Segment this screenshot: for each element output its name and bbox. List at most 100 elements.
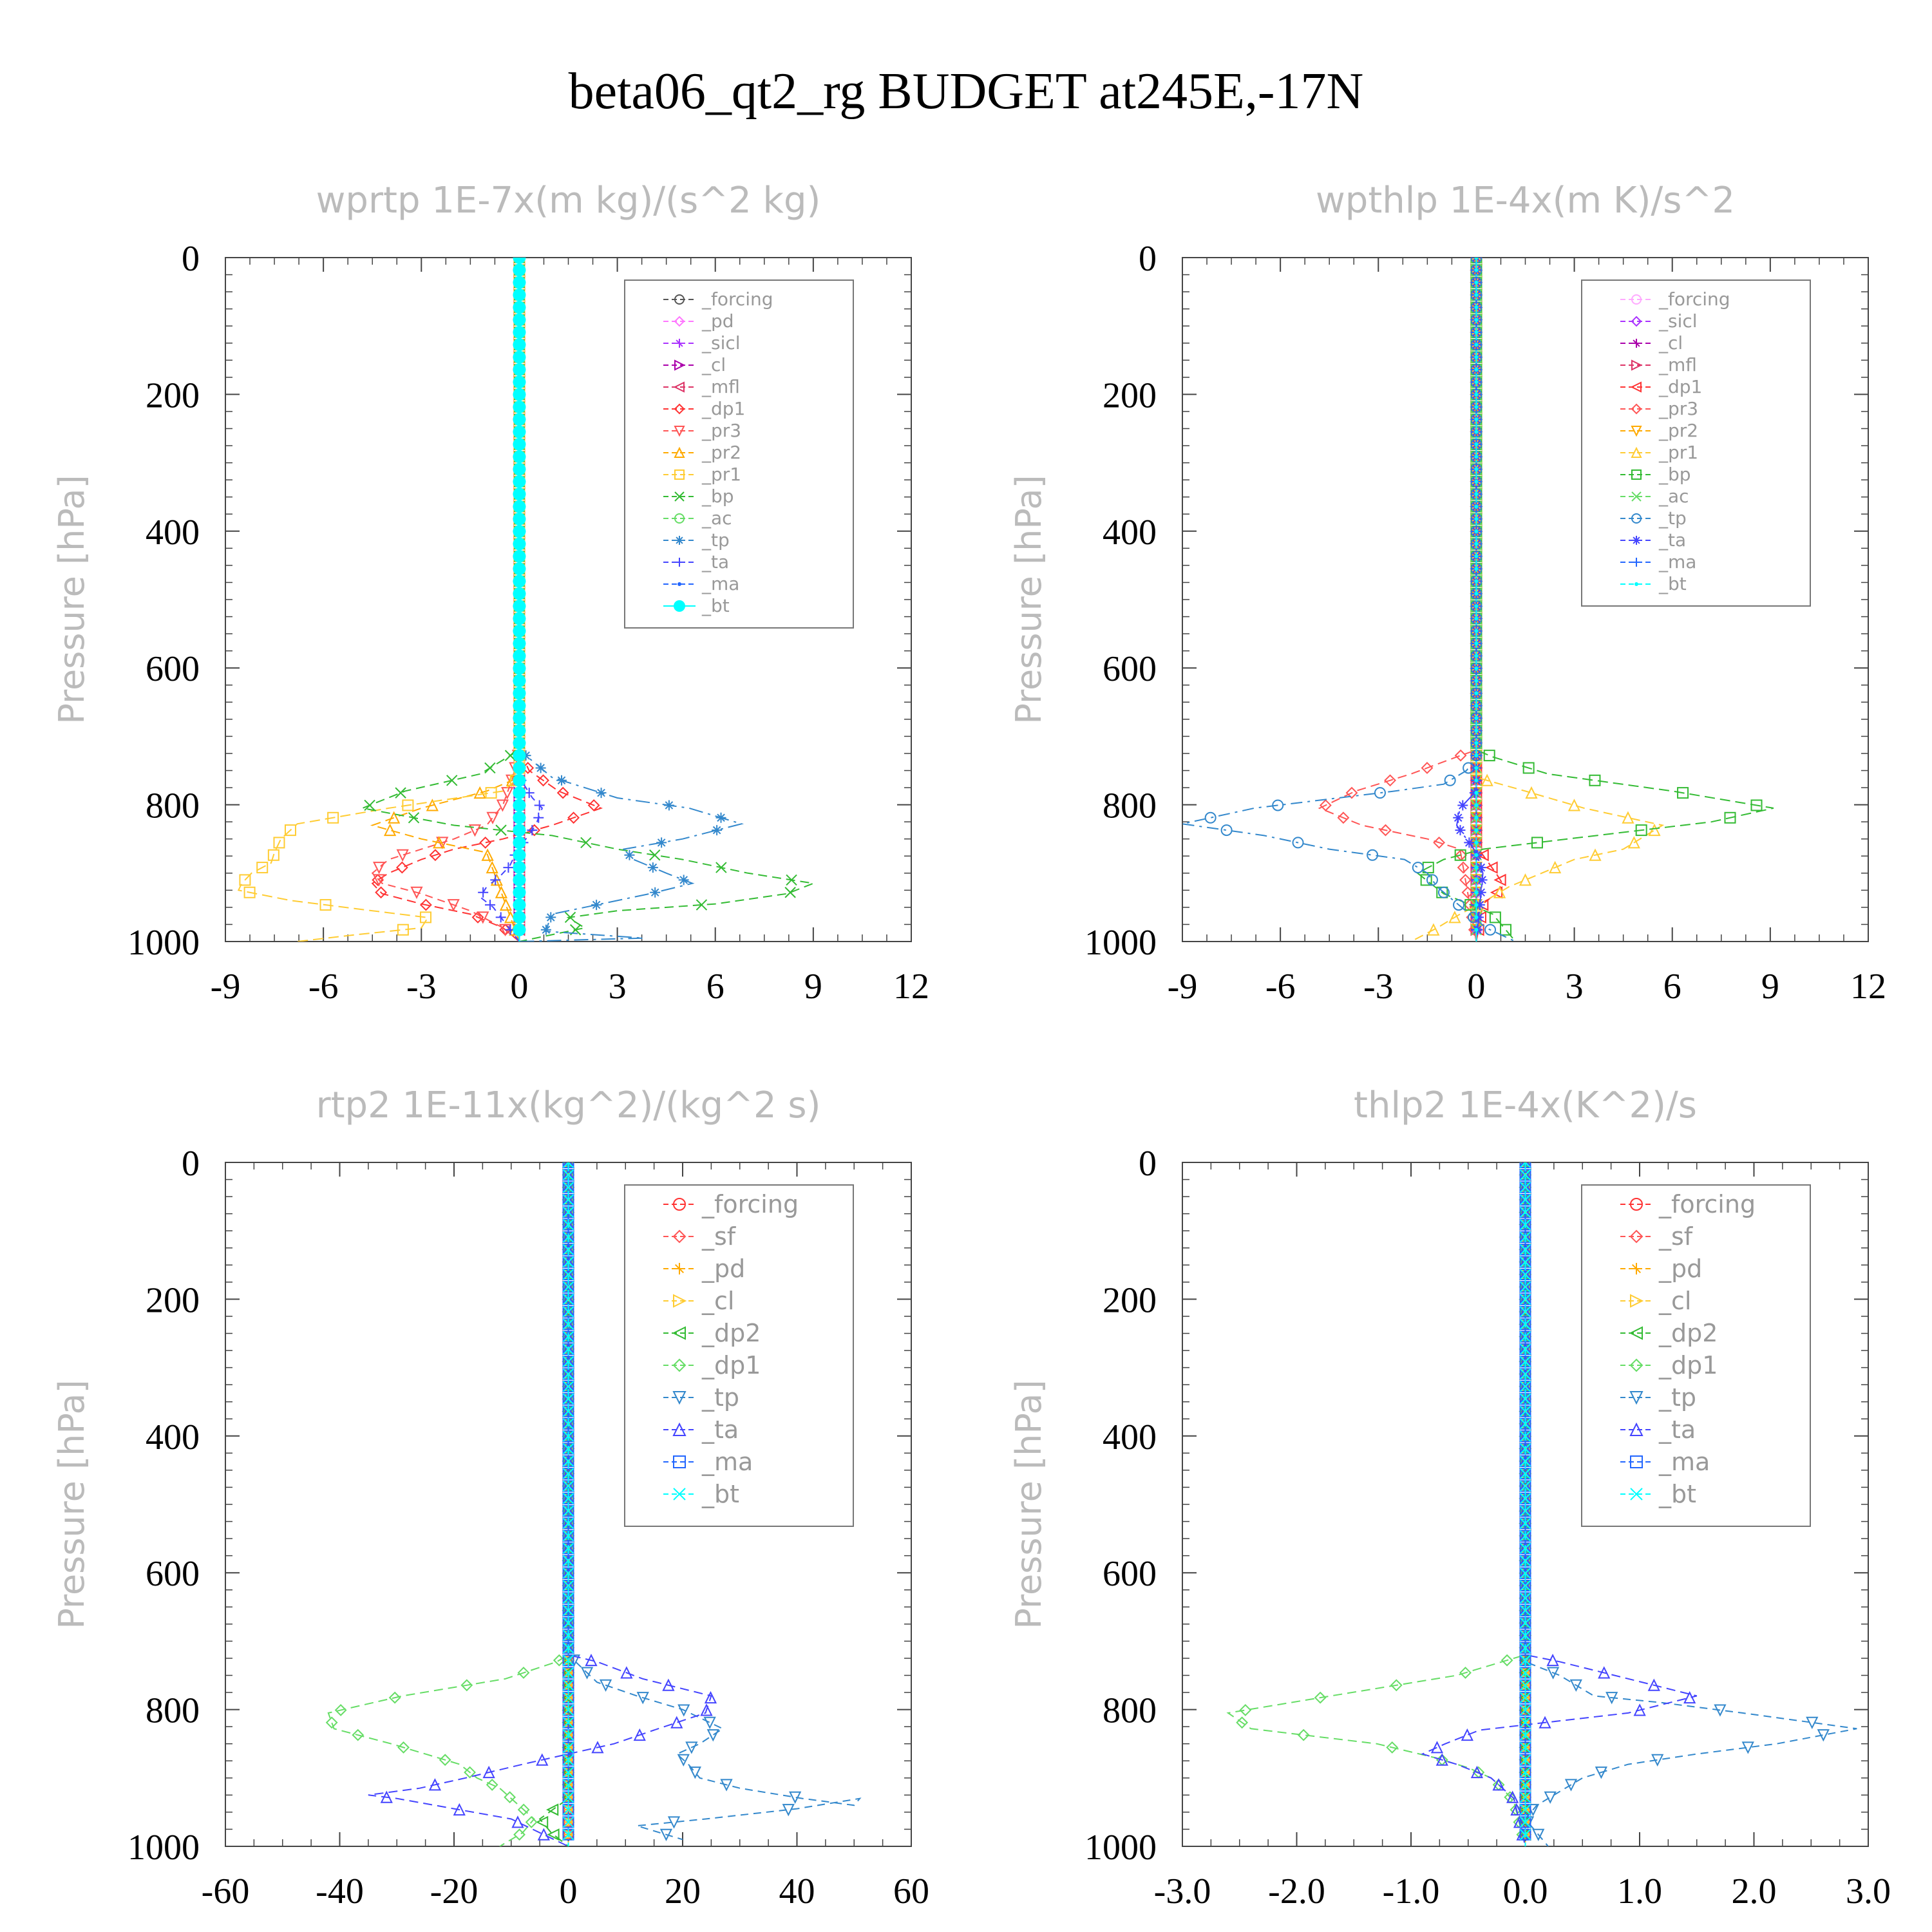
y-tick-label: 600 <box>1103 649 1157 689</box>
x-tick-label: 3 <box>1566 967 1584 1007</box>
y-tick-label: 800 <box>146 786 200 826</box>
y-axis-label: Pressure [hPa] <box>1009 475 1049 724</box>
legend-entry: _ma <box>1658 551 1696 573</box>
series-line <box>368 1162 712 1846</box>
series-line <box>479 258 544 942</box>
series-line <box>1410 258 1665 942</box>
x-tick-label: -6 <box>308 967 339 1007</box>
legend-entry: _pd <box>701 310 734 332</box>
chart-panel-4: thlp2 1E-4x(K^2)/s Pressure [hPa] 0 200 400 6… <box>1009 1084 1891 1911</box>
legend-entry: _sicl <box>701 332 741 354</box>
series-bt <box>1519 1162 1531 1846</box>
series-group <box>1182 258 1774 942</box>
legend-entry: _pr1 <box>701 464 741 485</box>
series-ta <box>1453 258 1488 942</box>
x-tick-label: 0 <box>1467 967 1485 1007</box>
legend: _forcing_pd_sicl_cl_mfl_dp1_pr3_pr2_pr1_… <box>624 279 854 629</box>
y-tick-label: 200 <box>146 1280 200 1320</box>
legend-entry: _pr3 <box>1658 398 1698 419</box>
y-tick-label: 1000 <box>1084 1828 1157 1868</box>
x-tick-label: 0 <box>510 967 528 1007</box>
legend-entry: _mfl <box>701 376 740 397</box>
x-tick-label: -9 <box>1168 967 1198 1007</box>
legend-entry: _ma <box>701 573 739 594</box>
series-bt <box>562 1162 574 1846</box>
x-tick-label: -9 <box>211 967 241 1007</box>
series-line <box>1455 258 1484 942</box>
y-tick-label: 600 <box>146 1554 200 1594</box>
legend-entry: _tp <box>1658 1383 1696 1412</box>
legend: _forcing_sicl_cl_mfl_dp1_pr3_pr2_pr1_bp_… <box>1581 279 1811 607</box>
x-tick-label: 1.0 <box>1617 1871 1662 1911</box>
series-line <box>1182 258 1516 942</box>
y-tick-label: 1000 <box>128 1828 200 1868</box>
series-line <box>371 258 603 942</box>
legend-entry: _sf <box>701 1222 737 1251</box>
series-pr3 <box>1318 258 1482 942</box>
legend-box <box>624 279 854 629</box>
series-line <box>327 1162 569 1846</box>
legend-entry: _pr2 <box>1658 420 1698 441</box>
x-tick-label: 6 <box>1663 967 1681 1007</box>
legend-box <box>1581 1184 1811 1527</box>
legend-entry: _ta <box>1658 529 1686 551</box>
series-line <box>567 1162 862 1841</box>
x-tick-label: -3.0 <box>1154 1871 1211 1911</box>
x-tick-label: 9 <box>1761 967 1779 1007</box>
x-tick-label: 0.0 <box>1503 1871 1548 1911</box>
legend-box <box>1581 279 1811 607</box>
legend-entry: _bt <box>1658 1480 1696 1508</box>
series-line <box>237 258 520 942</box>
legend-entry: _ta <box>1658 1416 1696 1444</box>
x-tick-label: -3 <box>406 967 437 1007</box>
x-tick-label: 3.0 <box>1846 1871 1891 1911</box>
legend-entry: _pd <box>1658 1255 1702 1283</box>
legend: _forcing _sf _pd _cl _dp2 _dp1 _tp _ta _ma _bt <box>624 1184 854 1527</box>
x-tick-label: 20 <box>665 1871 701 1911</box>
legend-entry: _dp2 <box>701 1319 761 1347</box>
legend-entry: _ta <box>701 551 729 573</box>
x-tick-label: -40 <box>316 1871 364 1911</box>
series-line <box>1416 258 1774 942</box>
series-line <box>1226 1162 1526 1846</box>
legend-entry: _ac <box>1658 486 1689 507</box>
x-tick-label: -20 <box>430 1871 478 1911</box>
legend: _forcing _sf _pd _cl _dp2 _dp1 _tp _ta _ma _bt <box>1581 1184 1811 1527</box>
series-line <box>538 1162 569 1846</box>
series-dp1 <box>325 1162 574 1846</box>
y-tick-label: 200 <box>1103 1280 1157 1320</box>
x-tick-label: 3 <box>609 967 627 1007</box>
legend-entry: _bt <box>701 595 730 616</box>
y-tick-label: 0 <box>1139 239 1157 279</box>
panel-title: rtp2 1E-11x(kg^2)/(kg^2 s) <box>316 1084 821 1126</box>
series-pr3 <box>371 258 526 942</box>
series-ta <box>478 258 545 942</box>
series-line <box>1524 1162 1857 1846</box>
x-tick-label: 6 <box>706 967 724 1007</box>
series-pr2 <box>370 258 526 942</box>
series-line <box>518 258 744 942</box>
series-bt <box>1474 258 1479 942</box>
legend-entry: _sicl <box>1658 310 1698 332</box>
y-tick-label: 200 <box>146 375 200 415</box>
series-tp <box>1182 258 1516 942</box>
series-group <box>237 258 816 942</box>
legend-entry: _tp <box>1658 507 1687 529</box>
legend-entry: _bt <box>701 1480 739 1508</box>
legend-entry: _cl <box>701 1287 734 1315</box>
legend-entry: _ta <box>701 1416 739 1444</box>
series-group <box>1226 1162 1857 1846</box>
panel-title: wpthlp 1E-4x(m K)/s^2 <box>1316 180 1735 222</box>
y-tick-label: 1000 <box>128 923 200 963</box>
y-tick-label: 400 <box>1103 513 1157 553</box>
y-axis-label: Pressure [hPa] <box>52 1379 92 1629</box>
legend-entry: _forcing <box>701 1190 799 1218</box>
y-tick-label: 400 <box>146 513 200 553</box>
x-tick-label: 9 <box>804 967 822 1007</box>
chart-panel-3: rtp2 1E-11x(kg^2)/(kg^2 s) Pressure [hPa]… <box>52 1084 929 1911</box>
series-line <box>370 258 520 942</box>
y-tick-label: 800 <box>1103 786 1157 826</box>
x-tick-label: 12 <box>1850 967 1886 1007</box>
x-tick-label: -60 <box>202 1871 250 1911</box>
panel-title: wprtp 1E-7x(m kg)/(s^2 kg) <box>316 180 821 222</box>
